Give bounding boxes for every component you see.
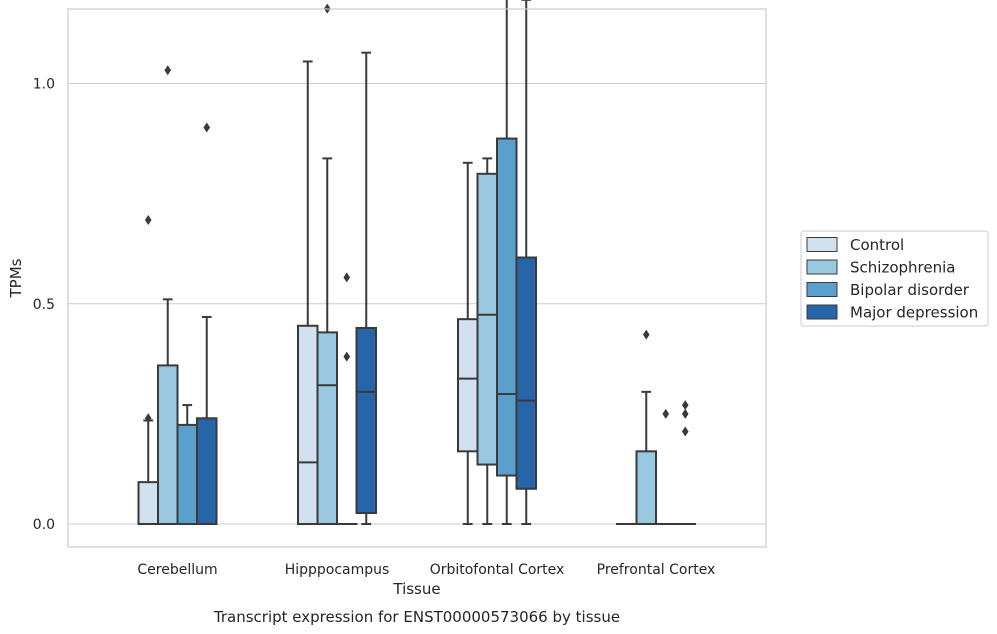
legend-label: Major depression	[850, 304, 978, 322]
x-tick-label: Hipppocampus	[285, 562, 390, 578]
box-body	[157, 364, 179, 526]
outlier-point	[144, 215, 152, 226]
plot-area	[137, 0, 696, 526]
legend-frame	[800, 230, 989, 327]
y-tick-label: 0.0	[33, 517, 55, 533]
outlier-point	[164, 65, 172, 76]
outlier-point	[681, 408, 689, 419]
x-axis-title: Tissue	[392, 580, 440, 598]
plot-frame	[67, 8, 767, 548]
box-schizophrenia	[635, 329, 657, 526]
x-axis-ticks: Cerebellum Hipppocampus Orbitofontal Corte…	[137, 562, 715, 578]
outlier-point	[203, 122, 211, 133]
box-body	[476, 172, 498, 466]
box-body	[515, 256, 537, 490]
box-bipolar-disorder	[176, 404, 198, 526]
outlier-point	[144, 413, 152, 424]
box-schizophrenia	[476, 157, 498, 525]
box-control	[297, 60, 319, 525]
outlier-point	[343, 272, 351, 283]
box-schizophrenia	[157, 65, 179, 526]
outlier-point	[681, 426, 689, 437]
legend-swatch	[806, 282, 838, 297]
legend-swatch	[806, 237, 838, 252]
box-bipolar-disorder	[496, 0, 518, 525]
box-body	[355, 326, 377, 514]
x-tick-label: Cerebellum	[137, 562, 217, 578]
box-schizophrenia	[316, 3, 338, 525]
box-major-depression	[355, 51, 377, 525]
box-bipolar-disorder	[336, 272, 358, 526]
box-body	[196, 417, 218, 525]
box-body	[635, 450, 657, 526]
x-tick-label: Prefrontal Cortex	[597, 562, 716, 578]
outlier-point	[343, 351, 351, 362]
box-body	[457, 318, 479, 453]
box-body	[176, 423, 198, 526]
box-bipolar-disorder	[655, 408, 677, 526]
outlier-point	[662, 408, 670, 419]
legend-label: Bipolar disorder	[850, 281, 970, 299]
x-tick-label: Orbitofontal Cortex	[430, 562, 565, 578]
box-body	[137, 481, 159, 525]
box-control	[137, 215, 159, 525]
y-axis-title: TPMs	[7, 258, 25, 298]
legend-swatch	[806, 304, 838, 320]
box-control	[457, 161, 479, 525]
outlier-point	[642, 329, 650, 340]
legend-label: Control	[850, 236, 904, 254]
legend-swatch	[806, 259, 838, 275]
box-major-depression	[674, 400, 696, 526]
chart-caption: Transcript expression for ENST0000057306…	[213, 608, 620, 626]
box-body	[316, 331, 338, 525]
legend-label: Schizophrenia	[850, 259, 955, 277]
y-tick-label: 1.0	[33, 77, 55, 93]
y-axis-ticks: 0.00.51.01.52.0	[33, 77, 55, 534]
box-body	[496, 137, 518, 477]
box-major-depression	[196, 122, 218, 525]
y-tick-label: 0.5	[33, 297, 55, 313]
box-body	[297, 324, 319, 525]
legend: Control Schizophrenia Bipolar disorder Majo…	[800, 230, 989, 327]
outlier-point	[681, 400, 689, 411]
box-major-depression	[515, 0, 537, 525]
